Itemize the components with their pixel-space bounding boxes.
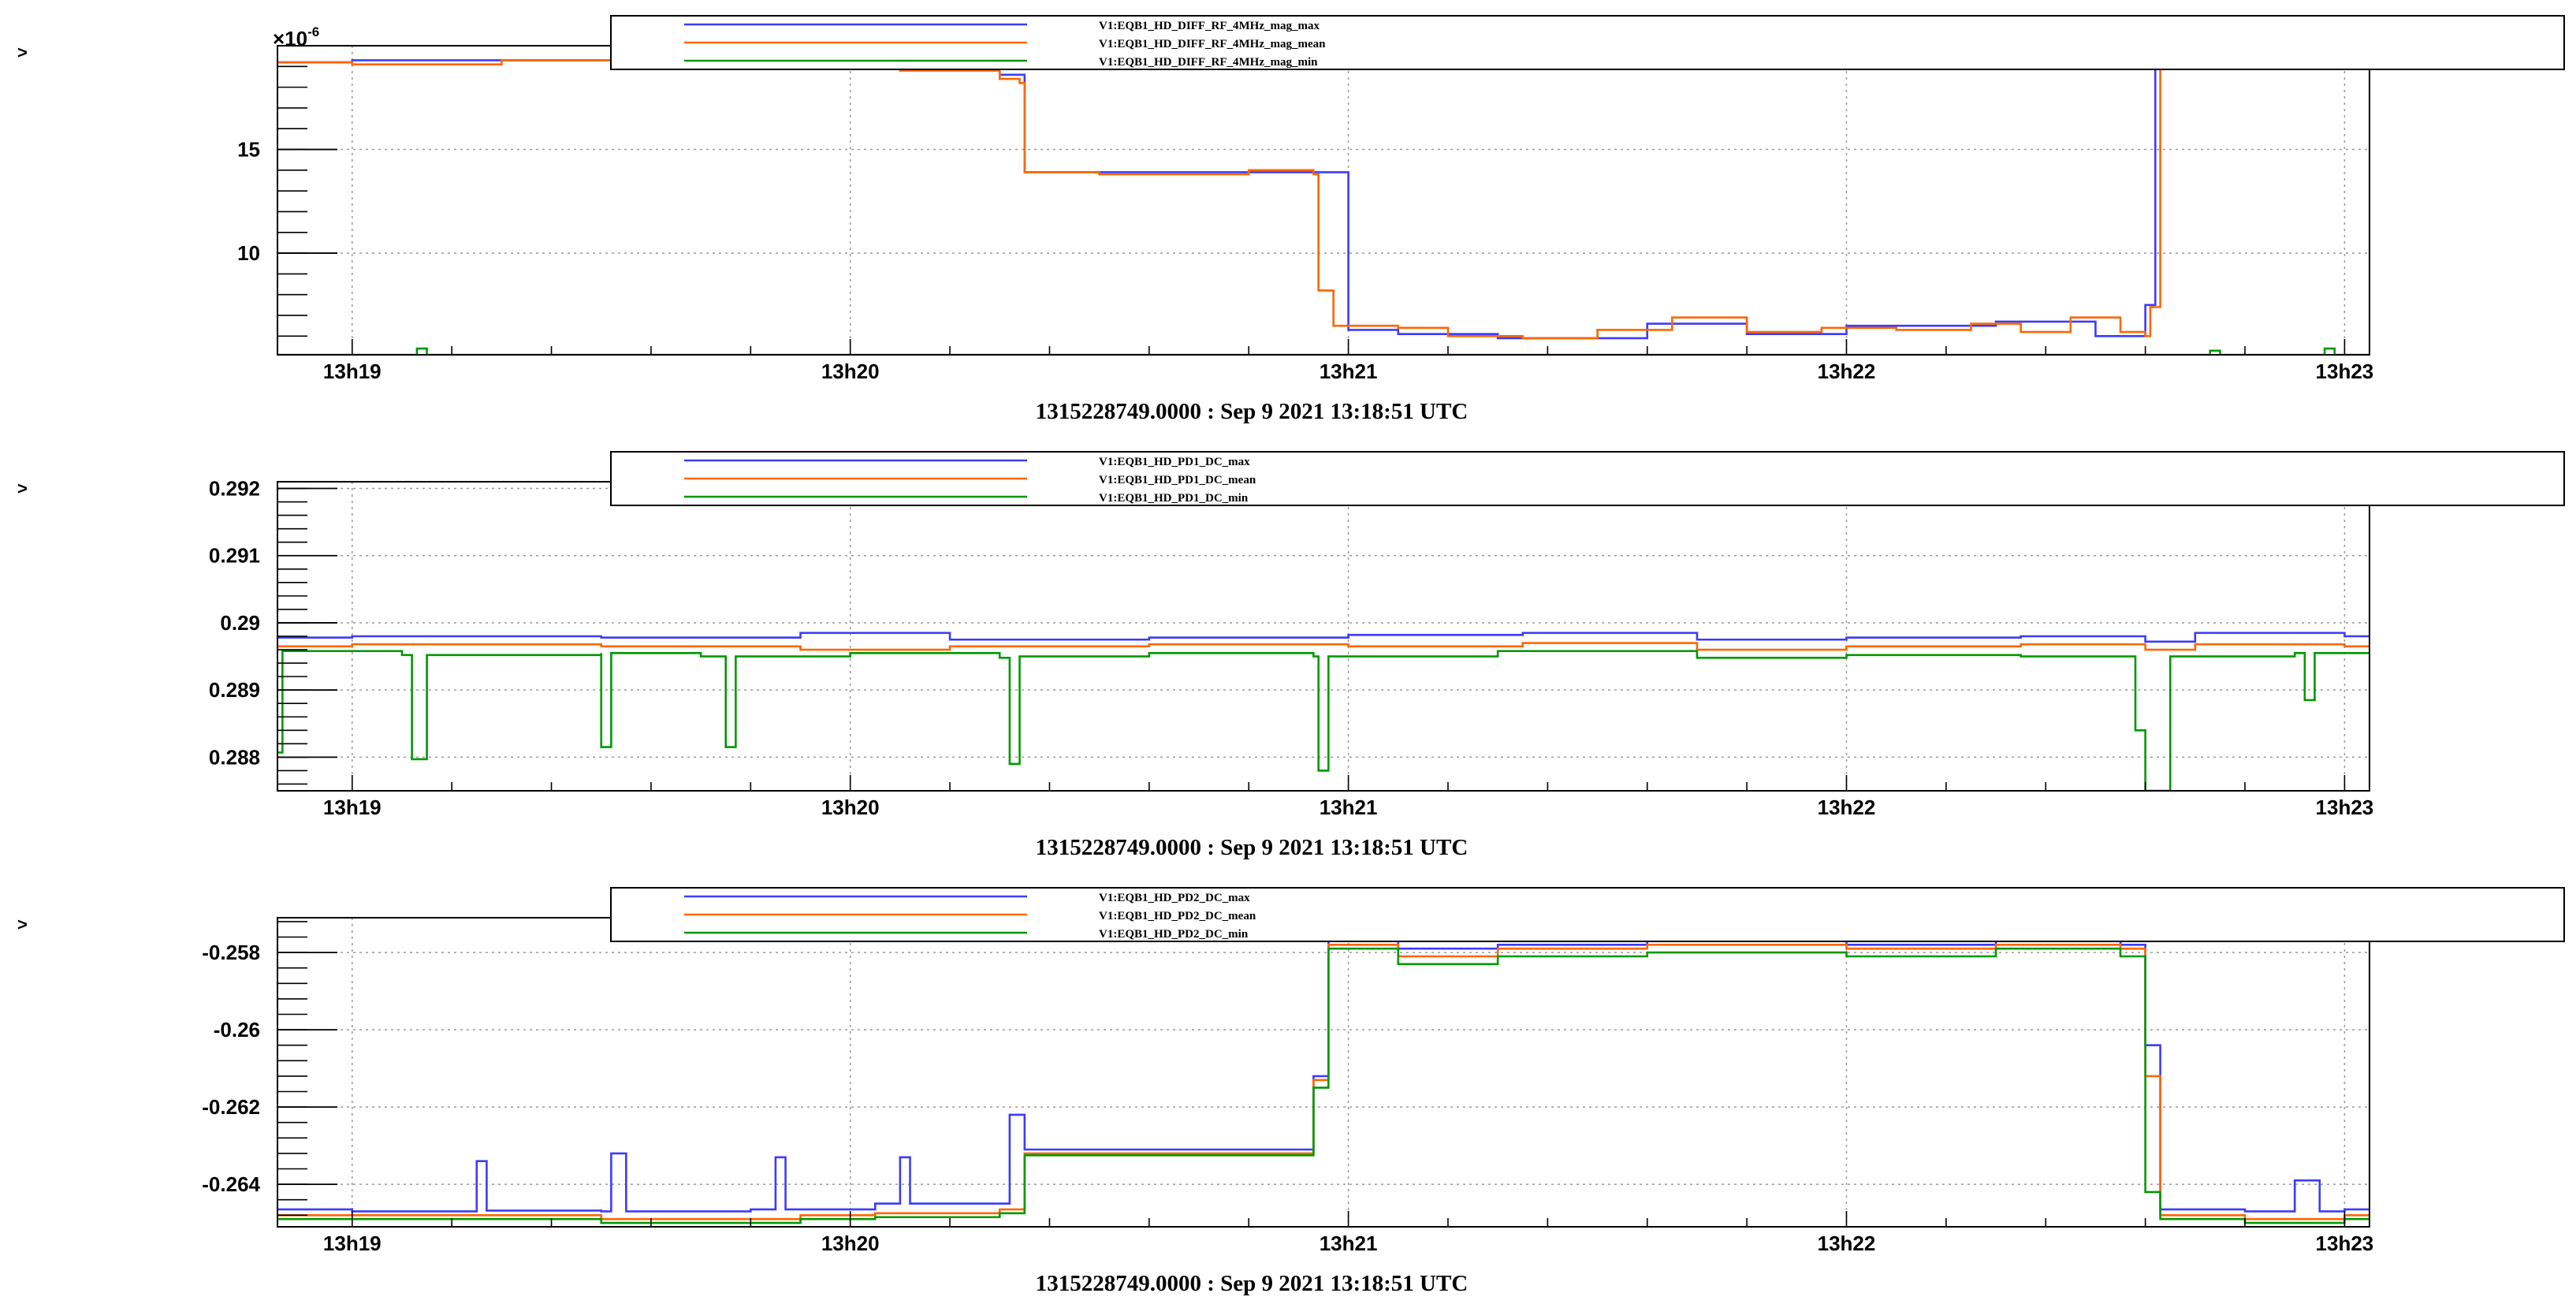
y-axis: 0.288 0.289 0.29 0.291 0.292 [209, 477, 337, 785]
y-tick-label: -0.26 [214, 1018, 260, 1042]
plot-panel-pd1: >0.288 0.289 0.29 0.291 0.292 13h19 13h20 13h21… [0, 436, 2576, 872]
x-axis: 13h19 13h20 13h21 13h22 13h23 [323, 339, 2373, 383]
panel-side-glyph: > [17, 915, 28, 934]
x-tick-label: 13h19 [323, 796, 382, 819]
legend-label: V1:EQB1_HD_DIFF_RF_4MHz_mag_min [1099, 56, 1318, 69]
plot-frame [277, 917, 2370, 1228]
grid-lines [277, 918, 2369, 1227]
y-scale-label: ×10-6 [273, 24, 319, 50]
y-tick-label: -0.262 [202, 1095, 260, 1119]
plot-panel-rf: >10 15 ×10-6 13h19 13h20 13h21 13h22 13h23 13152… [0, 0, 2576, 436]
x-tick-label: 13h22 [1818, 360, 1876, 383]
x-tick-label: 13h21 [1320, 360, 1378, 383]
legend-label: V1:EQB1_HD_DIFF_RF_4MHz_mag_mean [1099, 38, 1326, 50]
legend-label: V1:EQB1_HD_PD2_DC_max [1099, 892, 1250, 904]
series-line-min [277, 347, 2369, 355]
series-line-min [277, 947, 2369, 1224]
y-axis: -0.264 -0.262 -0.26 -0.258 [202, 921, 337, 1217]
y-tick-label: 10 [237, 241, 260, 265]
series-line-mean [277, 642, 2369, 651]
chart-svg: >0.288 0.289 0.29 0.291 0.292 13h19 13h20 13h21… [17, 451, 2565, 860]
x-tick-label: 13h20 [821, 360, 880, 383]
series-line-mean [277, 59, 2369, 340]
series-line-max [277, 632, 2369, 643]
y-tick-label: -0.264 [202, 1172, 260, 1196]
y-tick-label: 0.29 [220, 611, 260, 635]
series-group [277, 940, 2369, 1224]
x-tick-label: 13h20 [821, 1232, 880, 1255]
y-tick-label: 0.292 [209, 477, 260, 501]
legend: V1:EQB1_HD_PD1_DC_max V1:EQB1_HD_PD1_DC_m… [610, 451, 2565, 506]
chart-svg: >10 15 ×10-6 13h19 13h20 13h21 13h22 13h23 13152… [17, 15, 2565, 424]
panel-side-glyph: > [17, 479, 28, 498]
x-tick-label: 13h23 [2316, 1232, 2374, 1255]
grid-lines [277, 46, 2369, 355]
time-footer: 1315228749.0000 : Sep 9 2021 13:18:51 UT… [1036, 399, 1469, 424]
x-axis: 13h19 13h20 13h21 13h22 13h23 [323, 1211, 2373, 1255]
x-tick-label: 13h19 [323, 1232, 382, 1255]
legend-label: V1:EQB1_HD_PD1_DC_mean [1099, 474, 1256, 486]
legend-label: V1:EQB1_HD_PD1_DC_min [1099, 492, 1249, 505]
time-footer: 1315228749.0000 : Sep 9 2021 13:18:51 UT… [1036, 1271, 1469, 1296]
x-axis: 13h19 13h20 13h21 13h22 13h23 [323, 775, 2373, 819]
series-line-max [277, 940, 2369, 1213]
x-tick-label: 13h21 [1320, 796, 1378, 819]
x-tick-label: 13h21 [1320, 1232, 1378, 1255]
x-tick-label: 13h22 [1818, 796, 1876, 819]
legend: V1:EQB1_HD_PD2_DC_max V1:EQB1_HD_PD2_DC_m… [610, 887, 2565, 942]
series-line-max [277, 59, 2369, 340]
series-group [277, 632, 2369, 791]
series-line-mean [277, 944, 2369, 1220]
y-axis: 10 15 [237, 45, 337, 337]
legend-label: V1:EQB1_HD_DIFF_RF_4MHz_mag_max [1099, 20, 1320, 32]
x-tick-label: 13h20 [821, 796, 880, 819]
x-tick-label: 13h19 [323, 360, 382, 383]
series-line-min [277, 650, 2369, 791]
x-tick-label: 13h23 [2316, 796, 2374, 819]
x-tick-label: 13h22 [1818, 1232, 1876, 1255]
y-tick-label: -0.258 [202, 941, 260, 964]
plot-panel-pd2: > -0.264 -0.262 -0.26 -0.258 13h19 13h20 13h21 1… [0, 872, 2576, 1308]
y-tick-label: 15 [237, 138, 260, 162]
x-tick-label: 13h23 [2316, 360, 2374, 383]
legend: V1:EQB1_HD_DIFF_RF_4MHz_mag_max V1:EQB1_H… [610, 15, 2565, 70]
y-scale-exponent: -6 [307, 24, 319, 39]
y-tick-label: 0.291 [209, 544, 260, 568]
legend-label: V1:EQB1_HD_PD2_DC_min [1099, 928, 1249, 941]
y-tick-label: 0.288 [209, 745, 260, 769]
legend-label: V1:EQB1_HD_PD2_DC_mean [1099, 910, 1256, 922]
legend-label: V1:EQB1_HD_PD1_DC_max [1099, 456, 1250, 468]
plot-frame [277, 45, 2370, 356]
series-group [277, 59, 2369, 355]
panel-side-glyph: > [17, 43, 28, 62]
time-footer: 1315228749.0000 : Sep 9 2021 13:18:51 UT… [1036, 835, 1469, 860]
y-tick-label: 0.289 [209, 678, 260, 702]
y-scale-base: ×10 [273, 27, 307, 50]
